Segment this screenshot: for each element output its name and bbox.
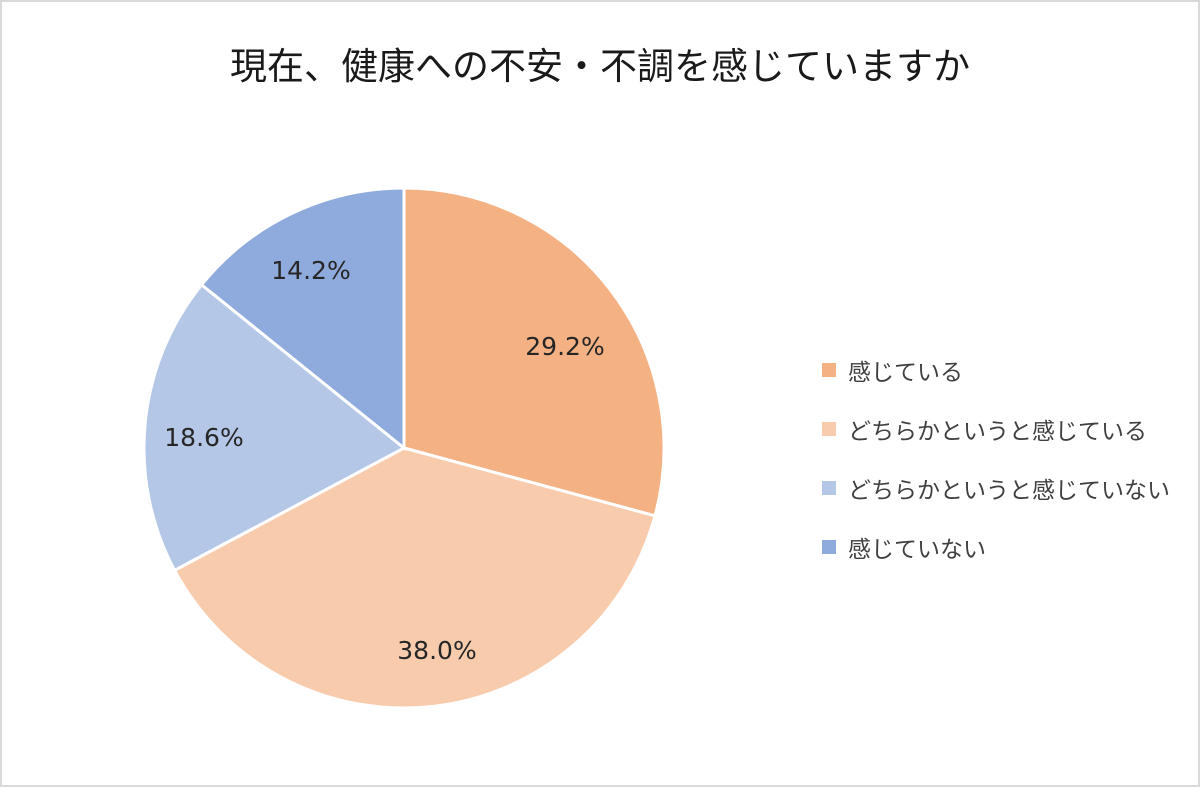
slice-value-label: 14.2% <box>271 256 350 285</box>
legend-label: どちらかというと感じていない <box>848 477 1170 504</box>
slice-value-label: 18.6% <box>164 423 243 452</box>
legend-label: 感じている <box>848 359 963 386</box>
pie-slice <box>172 446 657 710</box>
pie-slice <box>199 186 406 452</box>
pie-slices <box>142 186 666 710</box>
slice-value-label: 29.2% <box>525 332 604 361</box>
pie-labels: 29.2% 38.0% 18.6% 14.2% <box>164 256 604 665</box>
legend-item-feel: 感じている <box>822 340 1170 399</box>
legend-swatch-icon <box>822 480 836 495</box>
legend-label: 感じていない <box>848 536 986 563</box>
legend-item-not-feel: 感じていない <box>822 517 1170 576</box>
legend-swatch-icon <box>822 539 836 554</box>
pie-slice <box>402 186 666 518</box>
chart-title: 現在、健康への不安・不調を感じていますか <box>230 45 970 88</box>
pie-slice <box>142 282 407 573</box>
slice-value-label: 38.0% <box>397 636 476 665</box>
legend: 感じている どちらかというと感じている どちらかというと感じていない 感じていな… <box>822 340 1170 576</box>
legend-item-somewhat-feel: どちらかというと感じている <box>822 399 1170 458</box>
legend-label: どちらかというと感じている <box>848 418 1147 445</box>
legend-swatch-icon <box>822 362 836 377</box>
legend-item-somewhat-not-feel: どちらかというと感じていない <box>822 458 1170 517</box>
legend-swatch-icon <box>822 421 836 436</box>
